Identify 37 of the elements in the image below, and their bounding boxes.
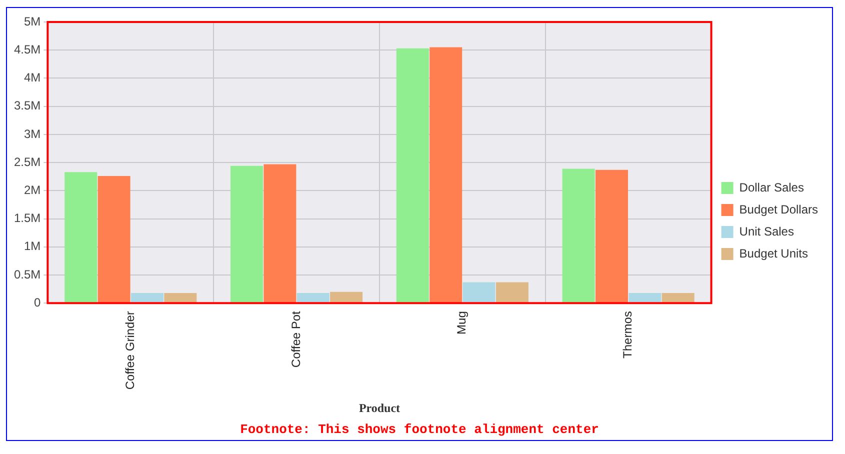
y-tick-label: 1M <box>24 239 41 254</box>
bar <box>562 168 595 303</box>
bar <box>130 292 164 303</box>
bar <box>430 47 462 303</box>
y-tick-label: 0 <box>34 295 41 310</box>
bar <box>264 164 296 303</box>
y-tick-label: 2M <box>24 182 41 197</box>
y-tick-label: 2.5M <box>14 154 41 169</box>
y-tick-label: 5M <box>24 14 41 28</box>
y-tick-label: 4.5M <box>14 42 41 56</box>
x-tick-label: Coffee Grinder <box>122 311 137 390</box>
text: Footnote: This shows footnote alignment center <box>239 422 600 437</box>
bar <box>595 170 628 303</box>
bar <box>496 282 528 303</box>
bar <box>628 292 662 303</box>
bar <box>64 172 98 303</box>
bar <box>396 48 429 303</box>
y-tick-label: 3M <box>24 126 41 141</box>
y-tick-label: 1.5M <box>14 211 41 226</box>
y-tick-label: 4M <box>24 70 41 85</box>
bar <box>662 292 694 303</box>
legend-label: Budget Units <box>739 246 808 260</box>
bar <box>330 292 363 303</box>
legend-label: Budget Dollars <box>739 202 818 216</box>
x-tick-label: Thermos <box>620 311 635 358</box>
bar <box>230 166 264 303</box>
bar <box>98 176 130 303</box>
bar <box>296 292 330 303</box>
y-tick-label: 3.5M <box>14 98 41 113</box>
bar <box>164 292 197 303</box>
x-axis-title: Product <box>358 400 400 415</box>
x-tick-label: Mug <box>454 311 469 334</box>
legend-label: Dollar Sales <box>739 180 804 194</box>
x-tick-label: Coffee Pot <box>288 310 303 368</box>
legend-label: Unit Sales <box>739 224 794 238</box>
bar <box>462 282 496 303</box>
y-tick-label: 0.5M <box>14 267 41 282</box>
